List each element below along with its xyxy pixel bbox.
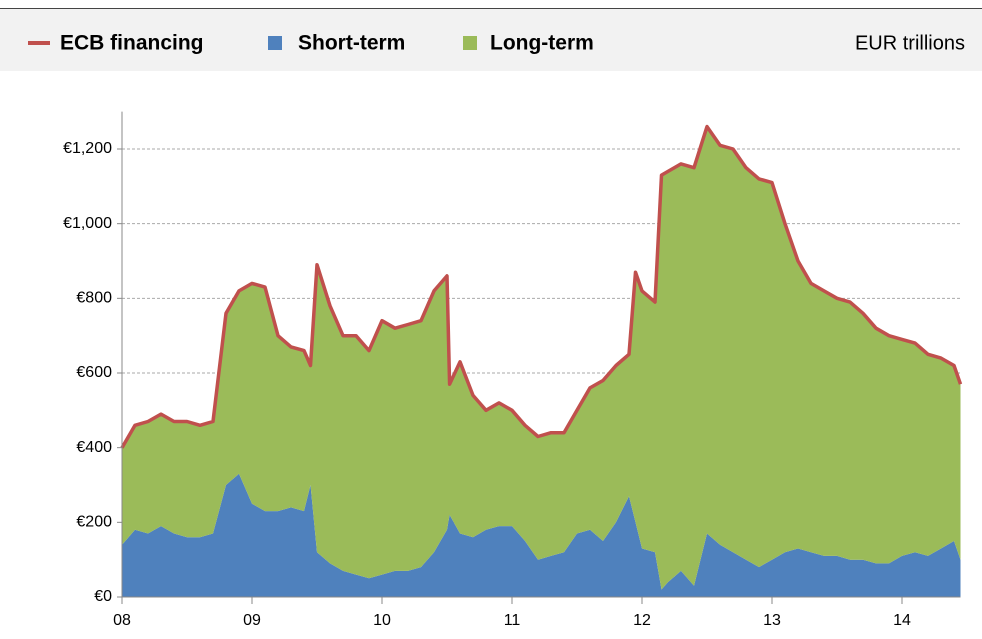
y-tick-label: €400 (76, 439, 112, 456)
x-tick-label: 13 (763, 612, 781, 629)
area (122, 126, 961, 590)
y-tick-label: €800 (76, 290, 112, 307)
y-tick-label: €1,000 (63, 215, 112, 232)
legend-label: ECB financing (60, 32, 204, 55)
y-tick-label: €0 (94, 588, 112, 605)
legend-label: Long-term (490, 32, 594, 55)
units-label: EUR trillions (855, 32, 965, 54)
legend-band (0, 9, 982, 71)
y-tick-label: €1,200 (63, 140, 112, 157)
x-tick-label: 14 (893, 612, 911, 629)
y-tick-label: €200 (76, 514, 112, 531)
x-tick-label: 08 (113, 612, 131, 629)
x-tick-label: 10 (373, 612, 391, 629)
x-tick-label: 12 (633, 612, 651, 629)
x-tick-label: 11 (504, 612, 521, 629)
line (120, 124, 963, 449)
legend-label: Short-term (298, 32, 405, 55)
legend-swatch (268, 36, 282, 50)
legend-swatch (463, 36, 477, 50)
x-tick-label: 09 (243, 612, 261, 629)
y-tick-label: €600 (76, 364, 112, 381)
area (122, 473, 961, 597)
